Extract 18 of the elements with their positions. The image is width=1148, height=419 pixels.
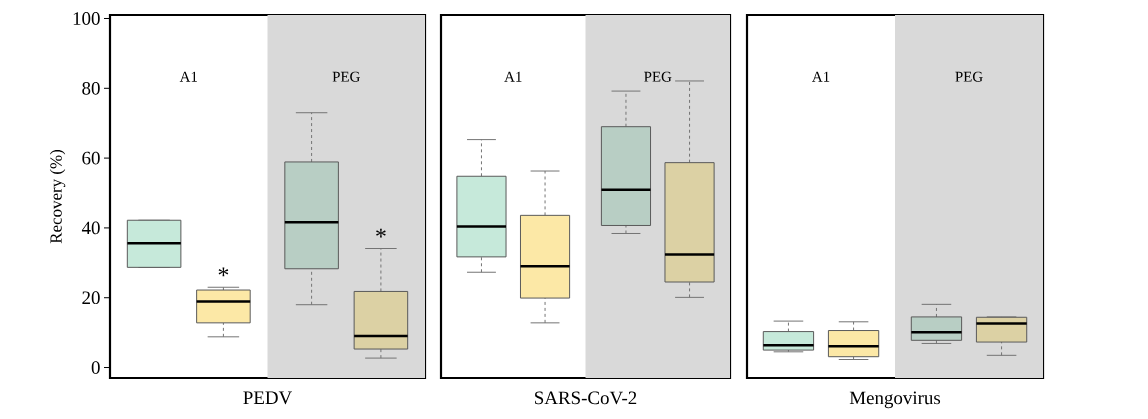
y-tick-label: 100 xyxy=(73,12,100,25)
x-tick-label: PEG xyxy=(644,71,672,82)
y-axis-title: Recovery (%) xyxy=(49,150,66,244)
x-tick-label: A1 xyxy=(504,71,522,82)
x-tick-label: A1 xyxy=(812,71,830,82)
y-tick-label: 40 xyxy=(81,221,100,235)
x-tick-label: A1 xyxy=(179,71,197,82)
x-tick-label: PEG xyxy=(955,71,983,82)
annotation: * xyxy=(376,228,386,238)
annotation: * xyxy=(218,267,229,277)
y-tick-label: 20 xyxy=(82,291,100,305)
y-tick-label: 60 xyxy=(82,151,100,165)
x-axis-title: SARS-CoV-2 xyxy=(535,391,637,405)
x-tick-label: PEG xyxy=(332,71,360,82)
x-axis-title: Mengovirus xyxy=(849,391,941,409)
y-tick-label: 0 xyxy=(91,361,100,374)
x-axis-title: PEDV xyxy=(243,391,292,405)
y-tick-label: 80 xyxy=(82,81,100,95)
